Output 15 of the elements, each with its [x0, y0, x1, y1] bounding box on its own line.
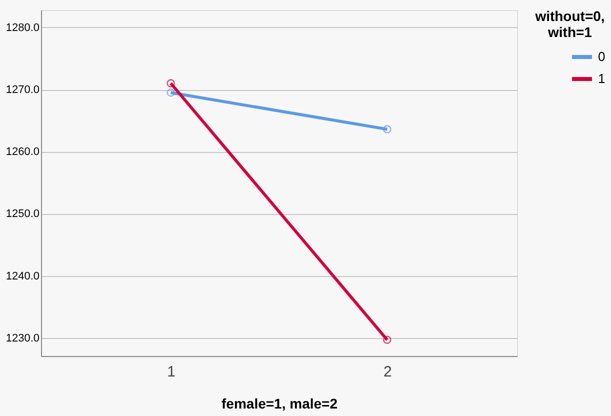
y-tick-label: 1280.0	[6, 22, 40, 34]
point	[383, 336, 392, 344]
legend-label: 0	[598, 49, 606, 64]
y-tick-label: 1270.0	[6, 84, 40, 96]
point	[166, 79, 175, 88]
y-tick-label: 1250.0	[6, 208, 40, 220]
point	[166, 88, 175, 97]
legend-label: 1	[598, 71, 606, 86]
y-tick-label: 1230.0	[6, 332, 40, 344]
point	[383, 125, 392, 134]
y-tick-label: 1240.0	[6, 270, 40, 282]
x-tick-label: 2	[384, 364, 392, 380]
x-axis-title: female=1, male=2	[222, 396, 338, 412]
legend-title: without=0, with=1	[534, 8, 605, 40]
y-tick-label: 1260.0	[6, 146, 40, 158]
